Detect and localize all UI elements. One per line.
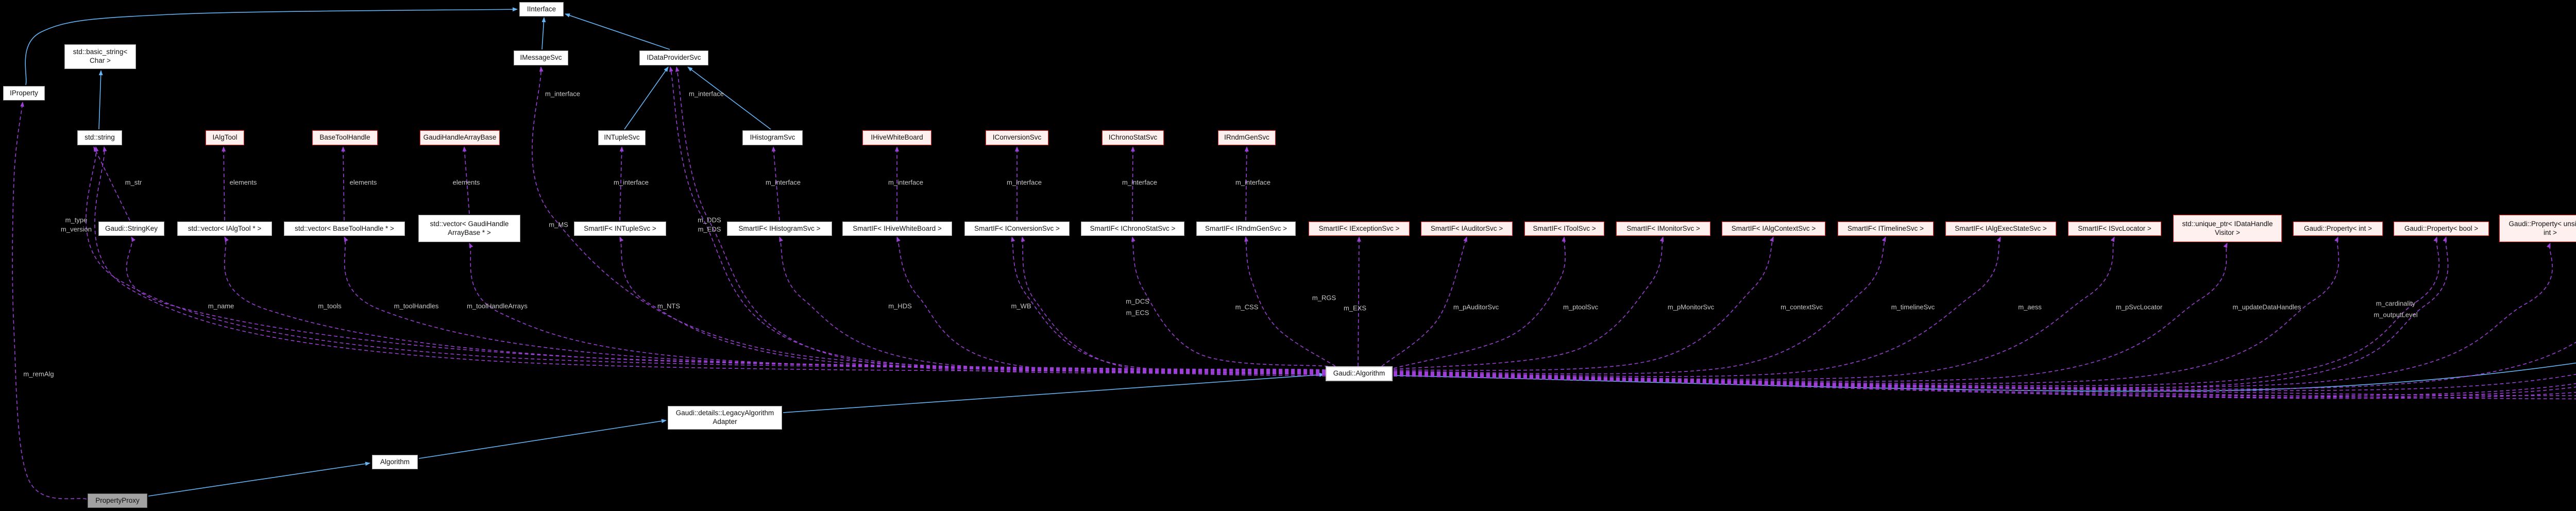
node-uniqueptr-idatahandlevisitor[interactable]: std::unique_ptr< IDataHandle Visitor > (2173, 215, 2282, 242)
member-edge (1021, 236, 1326, 377)
node-vec-ialgtool[interactable]: std::vector< IAlgTool * > (177, 222, 272, 236)
node-smartif-itoolsvc[interactable]: SmartIF< IToolSvc > (1524, 222, 1604, 236)
node-smartif-iexceptionsvc[interactable]: SmartIF< IExceptionSvc > (1309, 222, 1410, 236)
node-smartif-iauditorsvc[interactable]: SmartIF< IAuditorSvc > (1421, 222, 1513, 236)
member-edge (779, 236, 1326, 374)
node-irndmgensvc[interactable]: IRndmGenSvc (1218, 130, 1276, 145)
node-vec-gaudihandlearraybase[interactable]: std::vector< GaudiHandle ArrayBase * > (418, 215, 520, 242)
member-edge (619, 146, 624, 221)
node-algorithm[interactable]: Algorithm (372, 455, 418, 469)
member-edge (1393, 236, 2440, 386)
inheritance-edge (148, 462, 370, 497)
member-edge (619, 236, 1326, 374)
node-prop-bool[interactable]: Gaudi::Property< bool > (2394, 222, 2489, 236)
inheritance-edge (783, 372, 1325, 413)
node-ialgtool[interactable]: IAlgTool (206, 130, 244, 145)
member-edge (1393, 236, 1566, 369)
member-edge (1393, 236, 1774, 371)
node-smartif-isvclocator[interactable]: SmartIF< ISvcLocator > (2068, 222, 2161, 236)
member-edge (462, 146, 470, 214)
node-iinterface[interactable]: IInterface (519, 2, 564, 16)
member-edge (1244, 236, 1336, 367)
member-edge (1393, 236, 1886, 374)
edge-paths (12, 7, 2576, 500)
node-smartif-itimelinesvc[interactable]: SmartIF< ITimelineSvc > (1838, 222, 1934, 236)
node-smartif-ihivewhiteboard[interactable]: SmartIF< IHiveWhiteBoard > (842, 222, 952, 236)
member-edge (1393, 373, 2576, 398)
member-edge (469, 243, 1326, 373)
node-vec-basetoolhandle[interactable]: std::vector< BaseToolHandle * > (284, 222, 405, 236)
member-edge (1393, 373, 2576, 399)
node-iconversionsvc[interactable]: IConversionSvc (986, 130, 1048, 145)
member-edge (771, 146, 780, 221)
member-edge (1011, 236, 1326, 376)
member-edge (896, 236, 1326, 375)
node-intuplesvc[interactable]: INTupleSvc (598, 130, 646, 145)
member-edge (675, 66, 1326, 373)
inheritance-edge (687, 66, 771, 130)
member-edge (12, 101, 87, 500)
node-prop-uint[interactable]: Gaudi::Property< unsigned int > (2499, 215, 2576, 242)
member-edge (1393, 236, 2449, 389)
member-edge (341, 146, 346, 221)
node-basetoolhandle[interactable]: BaseToolHandle (312, 130, 378, 145)
node-smartif-ialgcontextsvc[interactable]: SmartIF< IAlgContextSvc > (1722, 222, 1825, 236)
member-edge (344, 236, 1326, 372)
node-smartif-intuplesvc[interactable]: SmartIF< INTupleSvc > (574, 222, 666, 236)
inheritance-edge (418, 419, 667, 459)
inheritance-edge (624, 66, 669, 130)
member-edge (1393, 372, 2576, 397)
node-smartif-imonitorsvc[interactable]: SmartIF< IMonitorSvc > (1616, 222, 1710, 236)
member-edge (1244, 146, 1249, 221)
member-edge (224, 236, 1326, 372)
inheritance-edge (25, 7, 518, 86)
node-ihistogramsvc[interactable]: IHistogramSvc (742, 130, 803, 145)
member-edge (1381, 236, 1467, 367)
node-smartif-ialgexecstatesvc[interactable]: SmartIF< IAlgExecStateSvc > (1945, 222, 2056, 236)
inheritance-edge (98, 70, 103, 130)
inheritance-edge (541, 17, 546, 50)
member-edge (1393, 236, 2340, 384)
member-edge (1130, 146, 1135, 221)
node-ihivewhiteboard[interactable]: IHiveWhiteBoard (862, 130, 931, 145)
inheritance-edge (565, 13, 670, 50)
member-edge (1393, 236, 1664, 370)
node-smartif-ihistogramsvc[interactable]: SmartIF< IHistogramSvc > (727, 222, 832, 236)
member-edge (1393, 243, 2553, 388)
node-gaudi-algorithm[interactable]: Gaudi::Algorithm (1326, 366, 1393, 381)
node-idataprovidersvc[interactable]: IDataProviderSvc (639, 50, 708, 65)
member-edge (1393, 342, 2576, 390)
node-std-string[interactable]: std::string (77, 130, 122, 145)
node-propertyproxy[interactable]: PropertyProxy (88, 493, 147, 508)
node-gaudihandlearraybase[interactable]: GaudiHandleArrayBase (420, 130, 500, 145)
member-edge (1393, 236, 2115, 380)
node-iproperty[interactable]: IProperty (3, 86, 45, 100)
member-edge (94, 146, 1326, 373)
member-edge (532, 66, 1326, 370)
member-edge (1393, 236, 2001, 377)
node-imessagesvc[interactable]: IMessageSvc (514, 50, 568, 65)
member-edge (222, 146, 226, 221)
member-edge (1393, 376, 2576, 400)
inheritance-edge (1393, 362, 2576, 392)
node-smartif-irndmgensvc[interactable]: SmartIF< IRndmGenSvc > (1196, 222, 1296, 236)
member-edge (1393, 243, 2228, 382)
node-smartif-iconversionsvc[interactable]: SmartIF< IConversionSvc > (964, 222, 1070, 236)
member-edge (1131, 236, 1329, 367)
node-prop-int[interactable]: Gaudi::Property< int > (2293, 222, 2383, 236)
member-edge (1357, 236, 1361, 367)
node-ichronostatsvc[interactable]: IChronoStatSvc (1102, 130, 1164, 145)
node-basic-string[interactable]: std::basic_string< Char > (64, 44, 136, 69)
member-edge (93, 146, 130, 221)
member-edge (126, 236, 1326, 371)
member-edge (669, 66, 1326, 371)
node-legacy-algorithm-adapter[interactable]: Gaudi::details::LegacyAlgorithm Adapter (668, 406, 782, 430)
node-smartif-ichronostatsvc[interactable]: SmartIF< IChronoStatSvc > (1081, 222, 1184, 236)
node-stringkey[interactable]: Gaudi::StringKey (98, 222, 164, 236)
member-edge (86, 146, 1326, 371)
